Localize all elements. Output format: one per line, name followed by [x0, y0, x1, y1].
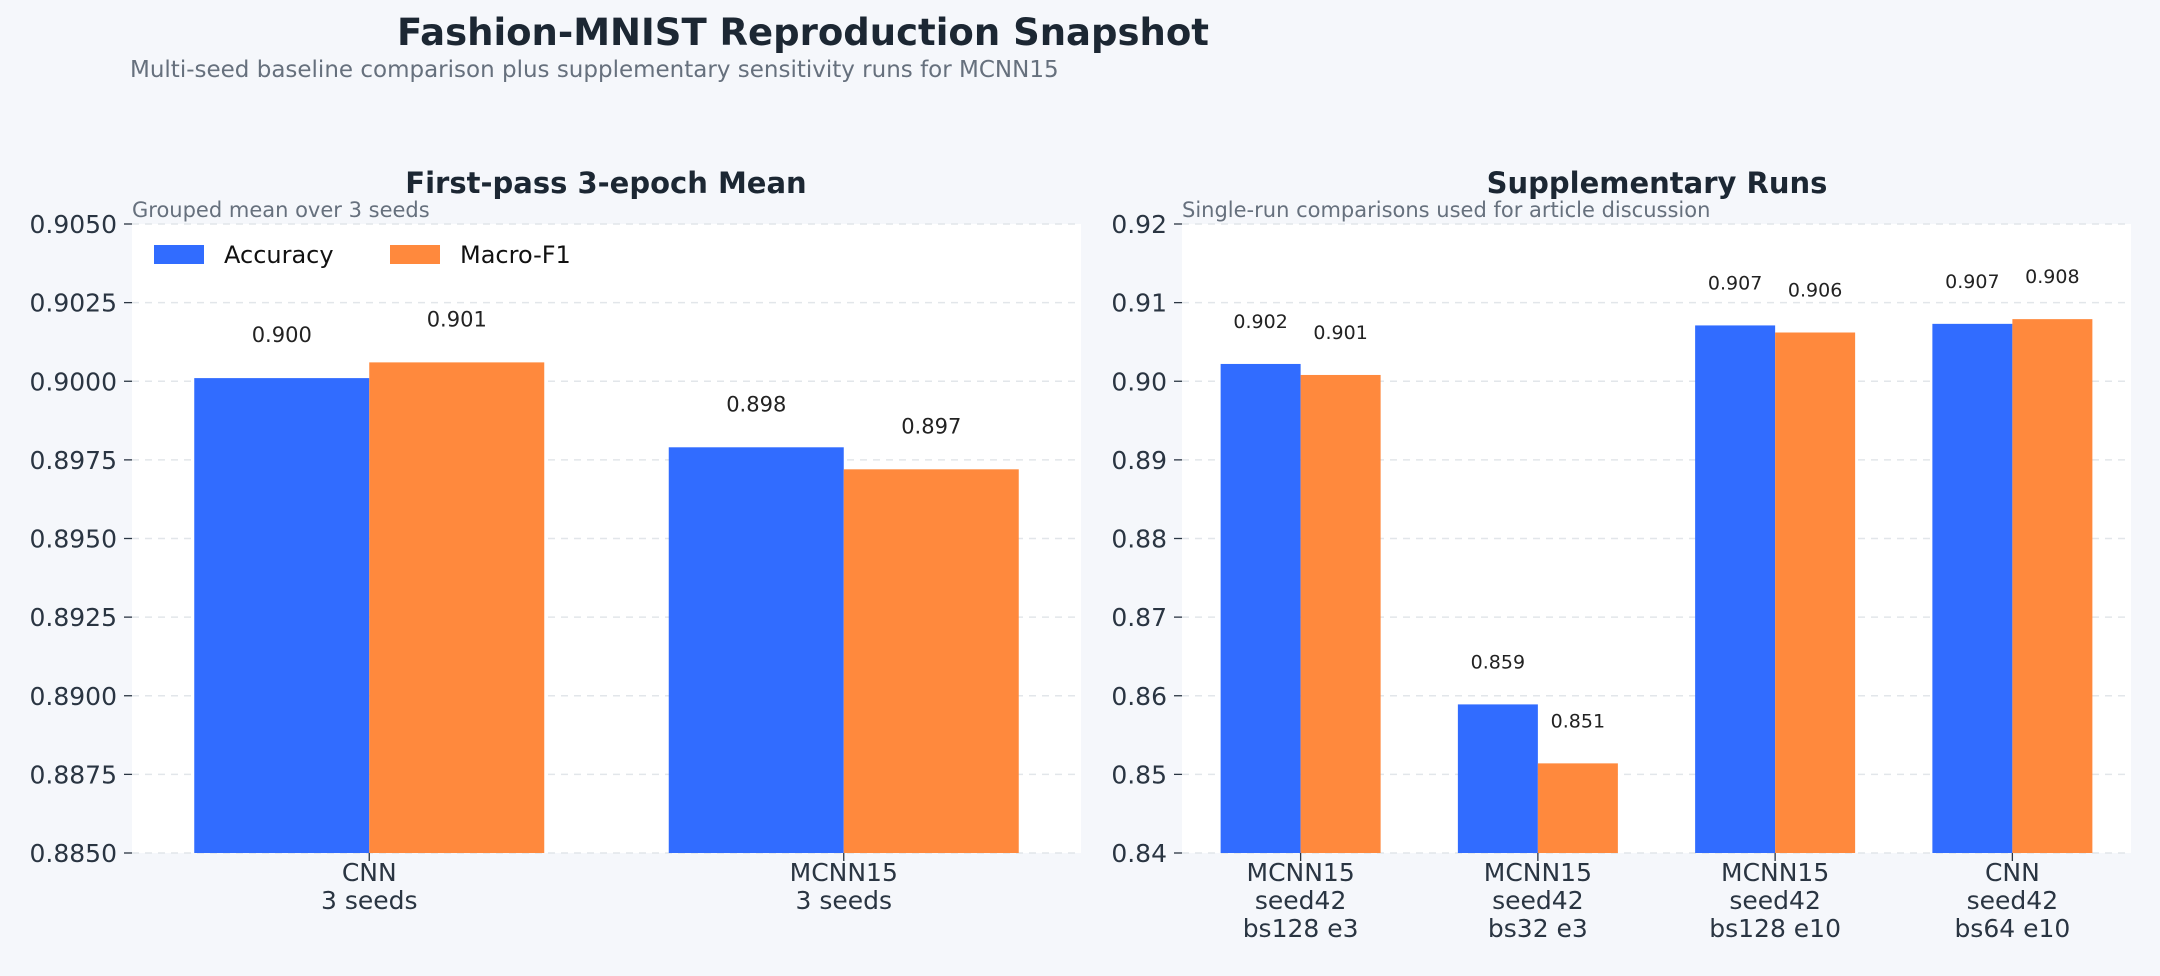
figure-subtitle: Multi-seed baseline comparison plus supp… [130, 57, 1059, 83]
x-tick-label: 3 seeds [321, 886, 418, 915]
bar-accuracy [194, 378, 370, 853]
bar-value-label: 0.907 [1945, 271, 1999, 293]
y-tick-label: 0.8925 [30, 603, 117, 632]
bar-macro-f1 [843, 469, 1019, 853]
y-tick-label: 0.85 [1111, 760, 1167, 789]
x-tick-label: MCNN15 [790, 858, 898, 887]
x-tick-label: MCNN15 [1721, 858, 1829, 887]
figure-title: Fashion-MNIST Reproduction Snapshot [397, 11, 1209, 54]
y-tick-label: 0.86 [1111, 682, 1167, 711]
bar-value-label: 0.901 [1313, 322, 1367, 344]
x-tick-label: bs128 e10 [1709, 914, 1841, 943]
y-tick-label: 0.8875 [30, 760, 117, 789]
chart-panel-1: 0.8850 0.8875 0.8900 0.8925 0.8950 0.8975 0.90… [30, 166, 1081, 915]
chart-panel-2: 0.84 0.85 0.86 0.87 0.88 0.89 0.90 0.91 0.92 Supp… [1111, 166, 2131, 943]
x-tick-label: MCNN15 [1247, 858, 1355, 887]
bar-value-label: 0.907 [1708, 272, 1762, 294]
bar-value-label: 0.898 [726, 392, 786, 416]
y-tick-label: 0.84 [1111, 839, 1167, 868]
x-tick-label: CNN [1985, 858, 2040, 887]
bar-accuracy [1695, 325, 1776, 853]
bar-value-label: 0.859 [1471, 651, 1525, 673]
x-tick-label: CNN [342, 858, 397, 887]
bar-macro-f1 [1775, 332, 1856, 853]
y-tick-label: 0.9000 [30, 367, 117, 396]
y-tick-label: 0.9050 [30, 210, 117, 239]
panel-title: Supplementary Runs [1487, 166, 1828, 200]
legend-swatch [154, 245, 204, 264]
panel-subtitle: Single-run comparisons used for article … [1182, 198, 1710, 222]
bar-accuracy [1220, 363, 1301, 853]
y-tick-label: 0.89 [1111, 446, 1167, 475]
x-tick-label: bs64 e10 [1954, 914, 2070, 943]
chart-panels: 0.8850 0.8875 0.8900 0.8925 0.8950 0.8975 0.90… [30, 166, 2131, 943]
bar-macro-f1 [1300, 374, 1381, 853]
x-tick-label: bs32 e3 [1488, 914, 1588, 943]
bar-value-label: 0.901 [427, 307, 487, 331]
legend-label: Macro-F1 [460, 241, 571, 269]
x-tick-label: bs128 e3 [1243, 914, 1359, 943]
bar-value-label: 0.906 [1788, 280, 1842, 302]
x-tick-label: seed42 [1729, 886, 1820, 915]
y-tick-label: 0.87 [1111, 603, 1167, 632]
bar-accuracy [1932, 323, 2013, 853]
y-tick-label: 0.8900 [30, 682, 117, 711]
legend: Accuracy Macro-F1 [154, 241, 571, 269]
bar-accuracy [668, 447, 844, 853]
bar-macro-f1 [1537, 763, 1618, 853]
y-tick-label: 0.8850 [30, 839, 117, 868]
x-tick-label: seed42 [1967, 886, 2058, 915]
y-tick-label: 0.8950 [30, 525, 117, 554]
bar-value-label: 0.902 [1233, 311, 1287, 333]
x-tick-label: MCNN15 [1484, 858, 1592, 887]
bar-macro-f1 [369, 362, 545, 853]
bar-value-label: 0.908 [2025, 266, 2079, 288]
bar-value-label: 0.897 [901, 414, 961, 438]
panel-title: First-pass 3-epoch Mean [405, 166, 806, 200]
y-tick-label: 0.91 [1111, 289, 1167, 318]
y-tick-label: 0.90 [1111, 367, 1167, 396]
y-tick-label: 0.8975 [30, 446, 117, 475]
x-tick-label: 3 seeds [795, 886, 892, 915]
y-tick-label: 0.88 [1111, 525, 1167, 554]
bar-macro-f1 [2012, 319, 2093, 854]
panel-subtitle: Grouped mean over 3 seeds [132, 198, 430, 222]
bar-accuracy [1457, 704, 1538, 853]
x-tick-label: seed42 [1492, 886, 1583, 915]
y-tick-label: 0.9025 [30, 289, 117, 318]
bar-value-label: 0.900 [252, 323, 312, 347]
legend-swatch [390, 245, 440, 264]
x-tick-label: seed42 [1255, 886, 1346, 915]
y-tick-label: 0.92 [1111, 210, 1167, 239]
bar-value-label: 0.851 [1551, 710, 1605, 732]
legend-label: Accuracy [224, 241, 334, 269]
